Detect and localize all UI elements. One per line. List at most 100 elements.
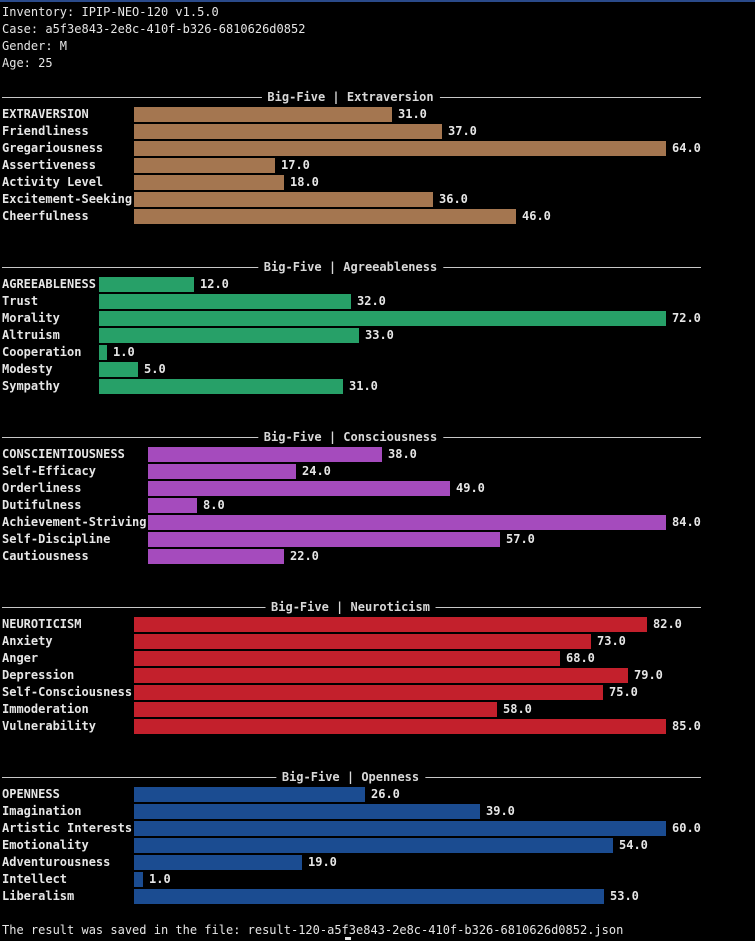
trait-label: Altruism — [2, 328, 60, 342]
section-neuroticism: Big-Five | Neuroticism NEUROTICISM 82.0 Anx… — [0, 599, 755, 735]
score-value: 57.0 — [506, 532, 535, 546]
trait-label: NEUROTICISM — [2, 617, 82, 631]
facet-score-row: Adventurousness 19.0 — [0, 854, 755, 871]
domain-score-row: OPENNESS 26.0 — [0, 786, 755, 803]
facet-score-row: Activity Level 18.0 — [0, 174, 755, 191]
report-header: Inventory: IPIP-NEO-120 v1.5.0 Case: a5f… — [2, 4, 305, 72]
facet-score-row: Gregariousness 64.0 — [0, 140, 755, 157]
score-value: 60.0 — [672, 821, 701, 835]
facet-score-row: Orderliness 49.0 — [0, 480, 755, 497]
score-value: 32.0 — [357, 294, 386, 308]
trait-label: AGREEABLENESS — [2, 277, 96, 291]
trait-label: Assertiveness — [2, 158, 96, 172]
domain-score-row: AGREEABLENESS 12.0 — [0, 276, 755, 293]
trait-label: Depression — [2, 668, 75, 682]
trait-label: Self-Efficacy — [2, 464, 96, 478]
score-bar — [134, 141, 666, 156]
trait-label: Anger — [2, 651, 39, 665]
section-title-row: Big-Five | Agreeableness — [0, 259, 701, 276]
trait-label: Morality — [2, 311, 60, 325]
score-value: 22.0 — [290, 549, 319, 563]
facet-score-row: Vulnerability 85.0 — [0, 718, 755, 735]
score-bar — [99, 311, 666, 326]
score-value: 38.0 — [388, 447, 417, 461]
score-bar — [99, 328, 359, 343]
score-bar — [134, 651, 560, 666]
section-title-row: Big-Five | Extraversion — [0, 89, 701, 106]
score-bar — [134, 702, 497, 717]
trait-label: Friendliness — [2, 124, 89, 138]
facet-score-row: Intellect 1.0 — [0, 871, 755, 888]
facet-score-row: Self-Discipline 57.0 — [0, 531, 755, 548]
domain-score-row: EXTRAVERSION 31.0 — [0, 106, 755, 123]
score-bar — [148, 481, 450, 496]
trait-rows: NEUROTICISM 82.0 Anxiety 73.0 Anger 68.0 Depre… — [0, 616, 755, 735]
trait-label: Sympathy — [2, 379, 60, 393]
facet-score-row: Anger 68.0 — [0, 650, 755, 667]
trait-rows: EXTRAVERSION 31.0 Friendliness 37.0 Gregario… — [0, 106, 755, 225]
score-bar — [148, 447, 382, 462]
trait-label: Cheerfulness — [2, 209, 89, 223]
trait-label: Artistic Interests — [2, 821, 133, 835]
trait-rows: AGREEABLENESS 12.0 Trust 32.0 Morality 72.0 Al… — [0, 276, 755, 395]
trait-label: CONSCIENTIOUSNESS — [2, 447, 125, 461]
facet-score-row: Immoderation 58.0 — [0, 701, 755, 718]
section-title-row: Big-Five | Openness — [0, 769, 701, 786]
score-value: 46.0 — [522, 209, 551, 223]
facet-score-row: Cautiousness 22.0 — [0, 548, 755, 565]
facet-score-row: Excitement-Seeking 36.0 — [0, 191, 755, 208]
facet-score-row: Trust 32.0 — [0, 293, 755, 310]
section-conscientiousness: Big-Five | Consciousness CONSCIENTIOUSNES… — [0, 429, 755, 565]
score-value: 19.0 — [308, 855, 337, 869]
score-bar — [134, 838, 613, 853]
score-bar — [148, 549, 284, 564]
score-value: 75.0 — [609, 685, 638, 699]
score-bar — [99, 277, 194, 292]
facet-score-row: Morality 72.0 — [0, 310, 755, 327]
trait-label: EXTRAVERSION — [2, 107, 89, 121]
section-extraversion: Big-Five | Extraversion EXTRAVERSION 31.0 F… — [0, 89, 755, 225]
score-bar — [148, 464, 296, 479]
score-value: 31.0 — [349, 379, 378, 393]
score-bar — [134, 787, 365, 802]
score-bar — [134, 855, 302, 870]
score-bar — [99, 379, 343, 394]
score-bar — [99, 345, 107, 360]
trait-label: Dutifulness — [2, 498, 82, 512]
score-value: 49.0 — [456, 481, 485, 495]
trait-rows: OPENNESS 26.0 Imagination 39.0 Artistic Inte… — [0, 786, 755, 905]
age-line: Age: 25 — [2, 56, 53, 70]
facet-score-row: Sympathy 31.0 — [0, 378, 755, 395]
facet-score-row: Dutifulness 8.0 — [0, 497, 755, 514]
section-title-row: Big-Five | Neuroticism — [0, 599, 701, 616]
score-bar — [134, 821, 666, 836]
score-value: 39.0 — [486, 804, 515, 818]
terminal-cursor — [345, 937, 351, 940]
score-bar — [148, 515, 666, 530]
score-value: 24.0 — [302, 464, 331, 478]
facet-score-row: Artistic Interests 60.0 — [0, 820, 755, 837]
trait-label: Adventurousness — [2, 855, 111, 869]
score-value: 73.0 — [597, 634, 626, 648]
facet-score-row: Friendliness 37.0 — [0, 123, 755, 140]
score-value: 58.0 — [503, 702, 532, 716]
score-value: 37.0 — [448, 124, 477, 138]
score-bar — [134, 668, 628, 683]
saved-file-message: The result was saved in the file: result… — [2, 923, 624, 937]
score-bar — [99, 294, 351, 309]
trait-label: Cooperation — [2, 345, 82, 359]
score-value: 1.0 — [113, 345, 135, 359]
score-bar — [134, 158, 275, 173]
domain-score-row: CONSCIENTIOUSNESS 38.0 — [0, 446, 755, 463]
score-bar — [134, 124, 442, 139]
trait-label: Achievement-Striving — [2, 515, 147, 529]
facet-score-row: Assertiveness 17.0 — [0, 157, 755, 174]
score-bar — [148, 532, 500, 547]
score-value: 84.0 — [672, 515, 701, 529]
section-title: Big-Five | Consciousness — [257, 429, 444, 446]
score-bar — [134, 107, 392, 122]
inventory-line: Inventory: IPIP-NEO-120 v1.5.0 — [2, 5, 219, 19]
trait-label: Self-Consciousness — [2, 685, 133, 699]
trait-label: Activity Level — [2, 175, 104, 189]
section-title: Big-Five | Extraversion — [261, 89, 440, 106]
